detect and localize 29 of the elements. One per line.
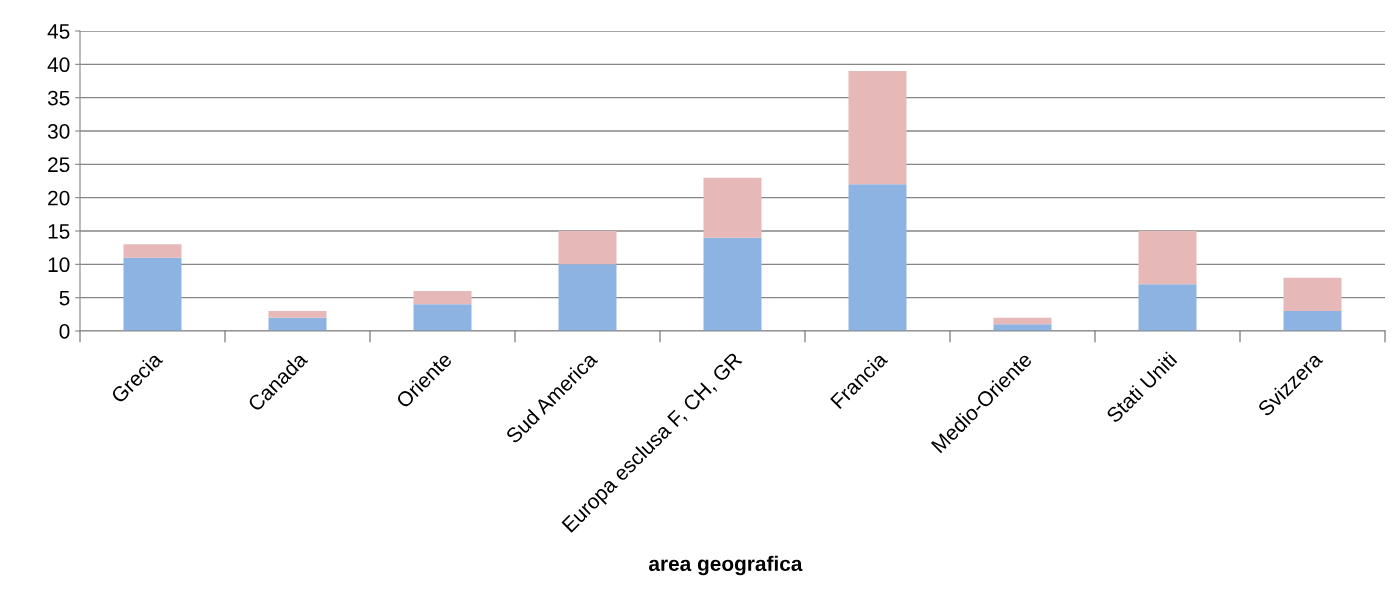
bar	[848, 184, 907, 331]
y-tick-label: 35	[47, 90, 70, 106]
bar	[1138, 231, 1197, 285]
bar	[558, 264, 617, 331]
y-tick-label: 25	[48, 157, 70, 173]
bar	[848, 71, 907, 185]
y-tick-label: 0	[59, 324, 70, 339]
bar	[268, 311, 327, 318]
bar	[993, 317, 1052, 325]
y-tick-label: 30	[47, 124, 70, 139]
bar	[123, 244, 182, 258]
bar	[993, 324, 1052, 331]
bar	[703, 237, 762, 331]
y-tick-label: 40	[47, 57, 70, 73]
bar	[1283, 311, 1342, 331]
bar	[123, 257, 182, 331]
bar	[703, 177, 762, 238]
bar	[413, 304, 472, 331]
y-tick-label: 10	[48, 257, 70, 273]
bar	[558, 231, 617, 265]
bar	[268, 317, 327, 331]
y-tick-label: 45	[47, 24, 70, 39]
x-axis-title: area geografica	[649, 555, 803, 576]
y-tick-label: 20	[48, 190, 70, 206]
y-tick-label: 15	[48, 224, 70, 239]
y-tick-label: 5	[59, 290, 70, 306]
bar	[413, 291, 472, 305]
bar	[1283, 277, 1342, 311]
bar	[1138, 284, 1197, 331]
